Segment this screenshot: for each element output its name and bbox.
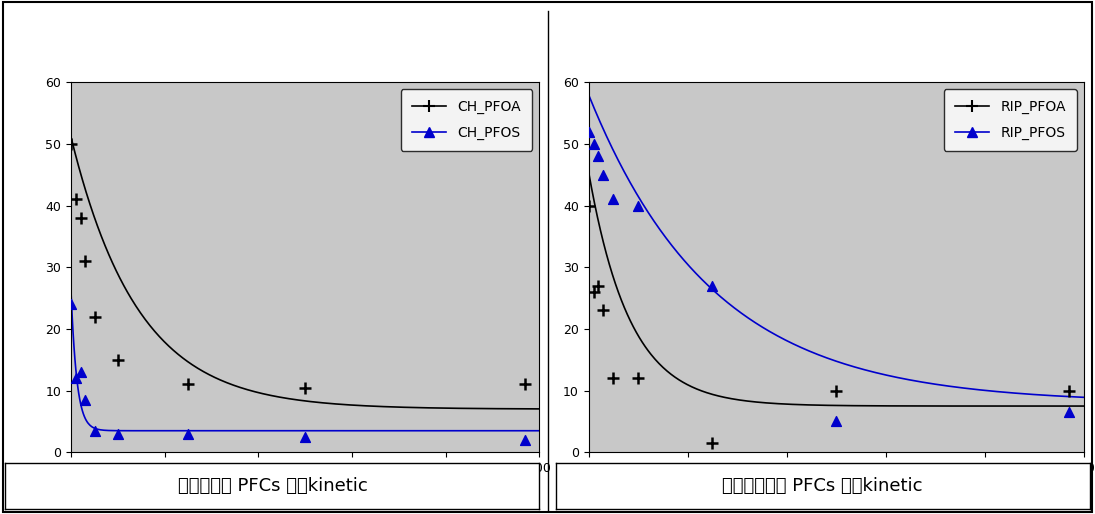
Legend: CH_PFOA, CH_PFOS: CH_PFOA, CH_PFOS	[401, 89, 532, 151]
Point	[604, 374, 622, 382]
Point	[297, 383, 314, 392]
Point	[297, 433, 314, 441]
Point	[85, 313, 103, 321]
Point	[77, 396, 94, 404]
Point	[72, 368, 90, 376]
Point	[828, 417, 845, 426]
Point	[77, 257, 94, 265]
Point	[72, 214, 90, 222]
Point	[180, 430, 197, 438]
Point	[828, 387, 845, 395]
Point	[590, 152, 608, 160]
Point	[517, 380, 534, 389]
Point	[1060, 387, 1077, 395]
Legend: RIP_PFOA, RIP_PFOS: RIP_PFOA, RIP_PFOS	[944, 89, 1077, 151]
Point	[585, 288, 602, 296]
Point	[595, 306, 612, 315]
Point	[580, 127, 598, 136]
Point	[585, 140, 602, 148]
Point	[590, 282, 608, 290]
Point	[110, 356, 127, 364]
Point	[1060, 408, 1077, 416]
X-axis label: time (min): time (min)	[800, 481, 873, 494]
Point	[604, 195, 622, 204]
Text: 참나무싯의 PFCs 흡착kinetic: 참나무싯의 PFCs 흡착kinetic	[177, 476, 367, 495]
Point	[630, 201, 647, 210]
Point	[180, 380, 197, 389]
Point	[630, 374, 647, 382]
Text: 왕겨싯가루의 PFCs 흡착kinetic: 왕겨싯가루의 PFCs 흡착kinetic	[723, 476, 923, 495]
Point	[67, 374, 84, 382]
Point	[704, 282, 722, 290]
Point	[704, 439, 722, 447]
Point	[595, 171, 612, 179]
Point	[110, 430, 127, 438]
Point	[85, 427, 103, 435]
Point	[517, 436, 534, 444]
Point	[67, 195, 84, 204]
Point	[62, 140, 80, 148]
Point	[62, 300, 80, 308]
X-axis label: time (min): time (min)	[269, 481, 342, 494]
Point	[580, 201, 598, 210]
